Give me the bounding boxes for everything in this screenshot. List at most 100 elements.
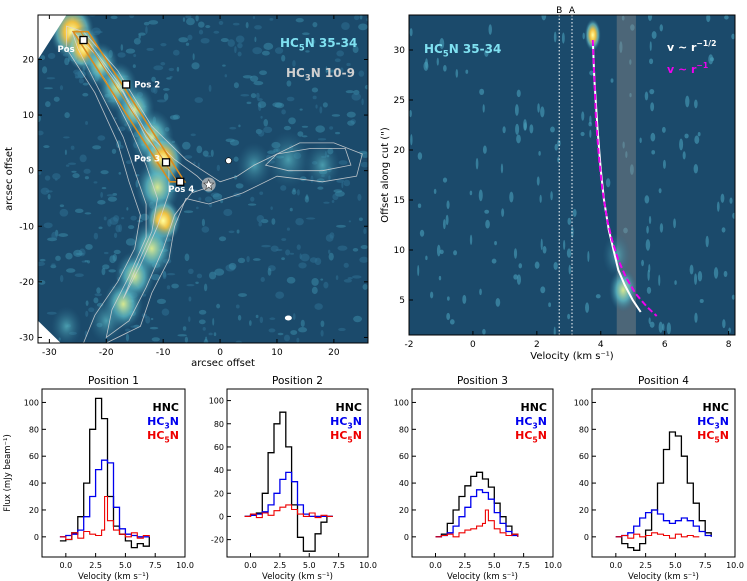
map-noise: [317, 138, 327, 141]
map-noise: [250, 196, 255, 202]
map-noise: [320, 320, 325, 328]
map-noise: [238, 124, 241, 128]
spectrum-ylabel: Flux (mJy beam⁻¹): [3, 434, 13, 512]
pv-noise: [595, 294, 601, 299]
spectrum-ytick-label: 80: [399, 425, 409, 434]
map-noise: [187, 34, 193, 41]
pv-xlabel: Velocity (km s⁻¹): [530, 351, 614, 362]
spectrum-legend-hc3n: HC3N: [697, 415, 729, 430]
map-noise: [63, 136, 70, 139]
map-noise: [246, 255, 250, 263]
spectrum-legend-hc5n: HC5N: [147, 429, 179, 444]
pv-ytick-label: 25: [394, 96, 405, 106]
map-noise: [107, 218, 112, 227]
map-noise: [254, 36, 257, 43]
map-noise: [184, 336, 189, 343]
position-marker: [176, 177, 185, 186]
spectrum-title: Position 3: [457, 375, 508, 387]
fit-curve-magenta: [591, 39, 658, 317]
pv-noise: [495, 297, 501, 307]
map-noise: [362, 283, 368, 290]
map-noise: [43, 222, 53, 229]
map-noise: [128, 225, 135, 230]
map-noise: [162, 88, 170, 91]
map-noise: [332, 193, 339, 201]
pv-ytick-label: 20: [394, 146, 406, 156]
pv-noise: [446, 312, 451, 321]
map-noise: [323, 201, 330, 204]
map-noise: [286, 276, 296, 284]
map-noise: [183, 155, 193, 159]
map-noise: [283, 334, 291, 342]
pv-emission: [609, 268, 638, 312]
map-noise: [202, 150, 209, 157]
map-noise: [172, 49, 180, 56]
map-noise: [54, 178, 58, 181]
map-noise: [74, 208, 84, 214]
pv-noise: [674, 280, 677, 285]
map-noise: [171, 283, 179, 289]
map-noise: [186, 17, 195, 26]
map-noise: [192, 53, 195, 61]
pv-noise: [484, 209, 490, 214]
pv-noise: [689, 264, 694, 275]
map-noise: [346, 111, 356, 118]
map-mask: [38, 320, 61, 343]
map-noise: [96, 287, 101, 294]
map-noise: [43, 87, 54, 90]
map-noise: [82, 82, 89, 86]
map-label-hc3n: HC3N 10-9: [286, 66, 355, 83]
map-noise: [150, 317, 154, 321]
map-noise: [198, 197, 202, 201]
map-noise: [113, 232, 118, 239]
map-noise: [289, 207, 293, 212]
map-noise: [70, 145, 75, 150]
map-noise: [234, 46, 237, 54]
pv-noise: [622, 141, 625, 149]
pv-noise: [589, 129, 592, 138]
map-noise: [212, 318, 215, 326]
spectrum-ytick-label: 100: [209, 397, 224, 406]
map-noise: [237, 257, 246, 264]
spectrum-line-hc5n: [615, 532, 700, 539]
hc3n-contour: [71, 30, 210, 339]
pv-legend-white: v ~ r−1/2: [667, 39, 716, 54]
spectrum-ytick-label: 40: [399, 479, 409, 488]
map-noise: [333, 189, 343, 193]
map-noise: [85, 300, 89, 306]
pv-noise: [673, 218, 676, 229]
pv-noise: [589, 70, 594, 76]
map-noise: [68, 162, 77, 165]
map-noise: [312, 22, 318, 28]
pv-noise: [436, 57, 439, 66]
map-noise: [178, 37, 189, 43]
map-noise: [111, 148, 117, 154]
map-noise: [108, 269, 116, 273]
pv-noise: [453, 250, 458, 256]
map-noise: [47, 52, 56, 60]
map-noise: [212, 193, 223, 200]
map-noise: [261, 50, 270, 56]
map-noise: [188, 268, 194, 275]
map-noise: [236, 229, 240, 234]
map-noise: [314, 303, 323, 310]
position-marker: [161, 158, 171, 167]
map-noise: [320, 329, 324, 337]
map-noise: [320, 278, 324, 281]
spectrum-line-hc5n: [435, 509, 519, 538]
map-noise: [331, 114, 341, 117]
spectrum-ytick-label: 0: [404, 533, 409, 542]
spectrum-legend-hc3n: HC3N: [147, 415, 179, 430]
map-noise: [298, 327, 308, 333]
pv-noise: [529, 124, 534, 134]
map-noise: [151, 76, 156, 82]
map-noise: [301, 32, 310, 36]
beam-ellipse: [284, 315, 292, 321]
pv-emission: [584, 19, 601, 51]
spectrum-line-hc5n: [59, 495, 150, 541]
map-noise: [343, 262, 349, 268]
spectrum-ytick-label: 100: [394, 398, 409, 407]
pv-noise: [724, 15, 729, 20]
map-noise: [210, 149, 214, 157]
